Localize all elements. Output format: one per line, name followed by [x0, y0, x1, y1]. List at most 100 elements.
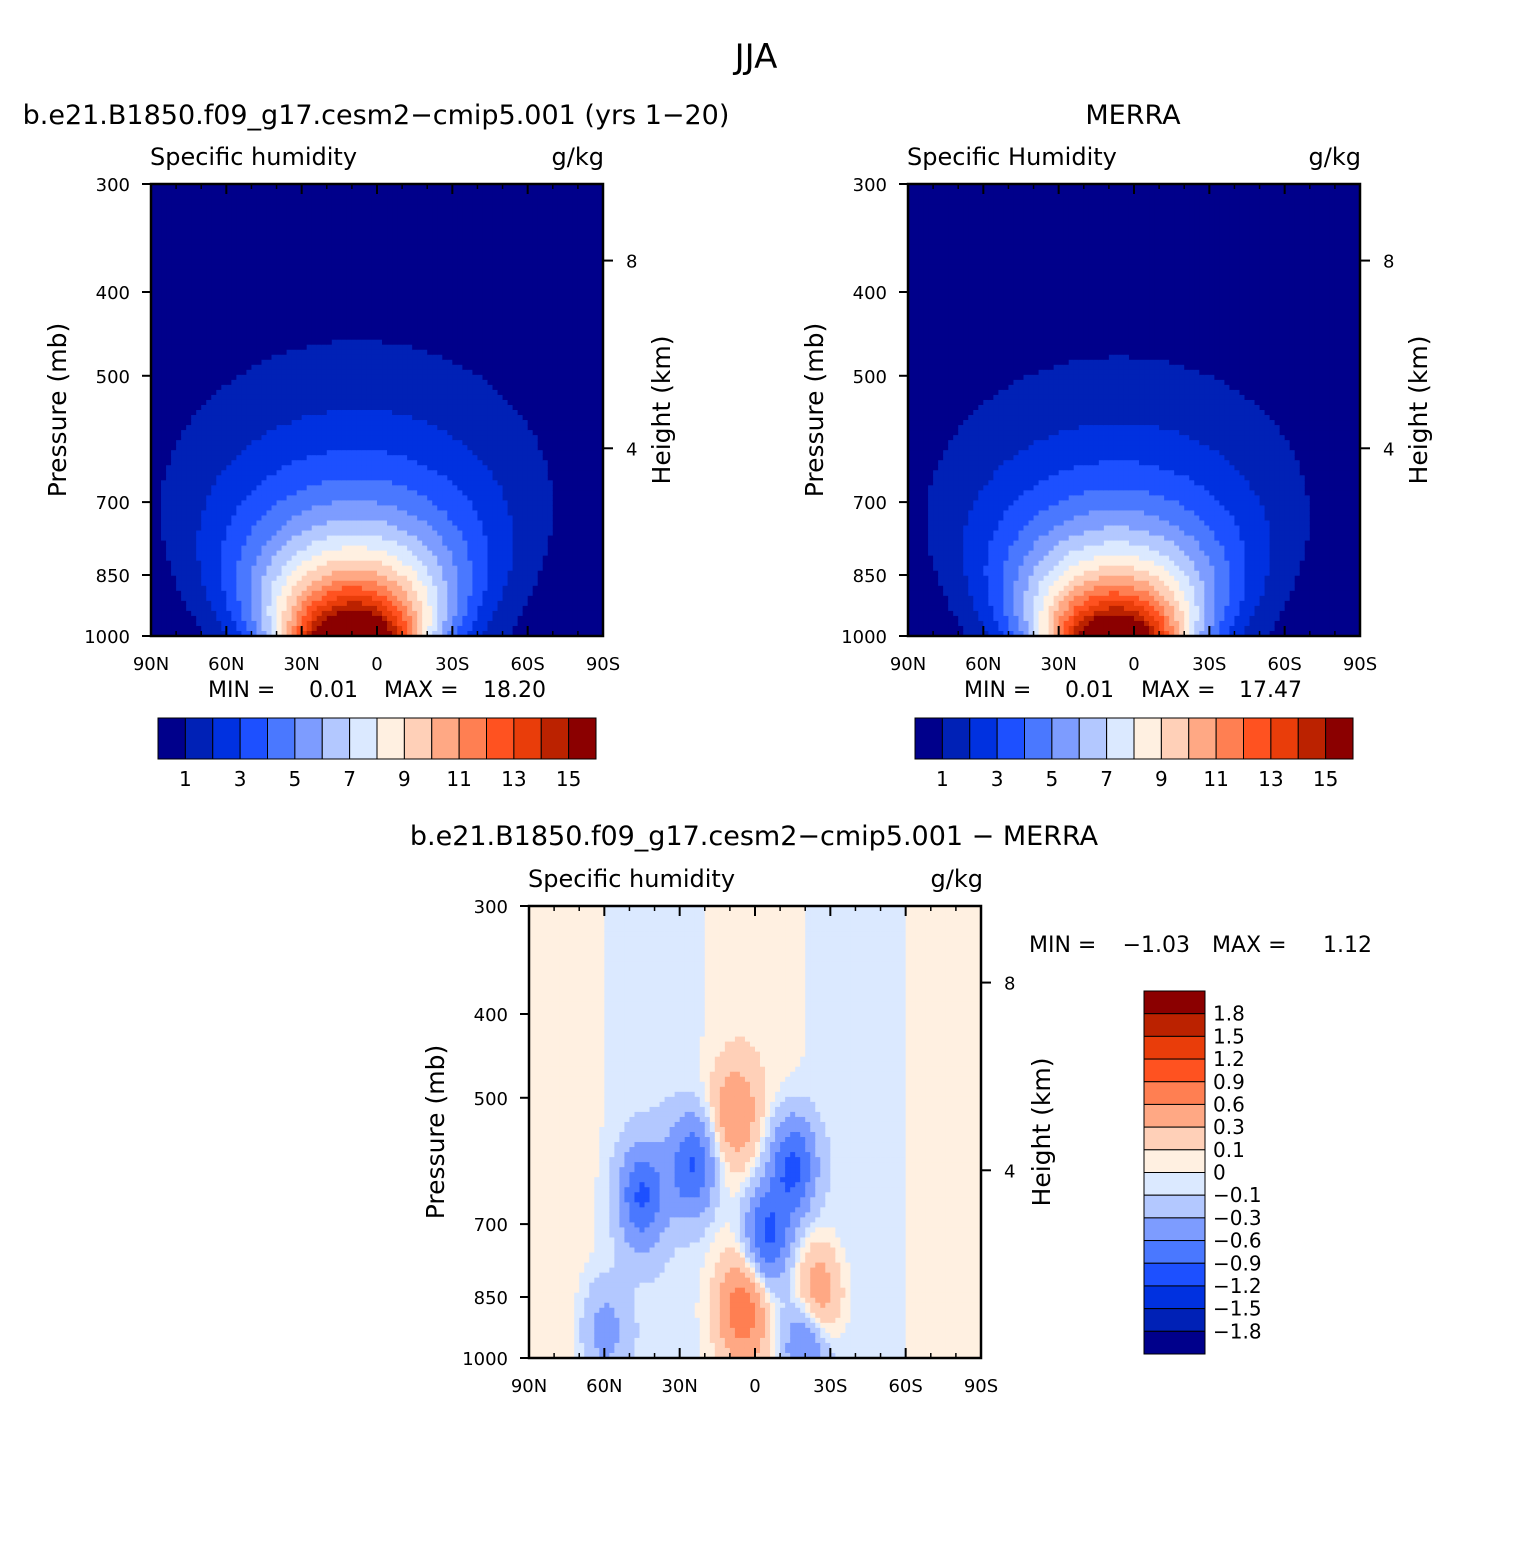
- model-cell: [282, 239, 288, 245]
- model-cell: [412, 410, 418, 416]
- model-cell: [166, 395, 172, 401]
- model-cell: [322, 526, 328, 532]
- model-cell: [161, 385, 167, 391]
- model-cell: [347, 500, 353, 506]
- model-cell: [407, 355, 413, 361]
- model-cell: [186, 350, 192, 356]
- model-cell: [332, 551, 338, 557]
- model-cell: [231, 229, 237, 235]
- model-cell: [402, 335, 408, 341]
- model-cell: [347, 350, 353, 356]
- model-cell: [287, 455, 293, 461]
- model-cell: [367, 239, 373, 245]
- model-cell: [186, 601, 192, 607]
- model-cell: [312, 485, 318, 491]
- model-cell: [362, 541, 368, 547]
- model-cell: [402, 425, 408, 431]
- model-cell: [342, 581, 348, 587]
- model-cell: [256, 335, 262, 341]
- model-cell: [231, 350, 237, 356]
- model-cell: [362, 194, 368, 200]
- model-cell: [422, 460, 428, 466]
- model-cell: [322, 224, 328, 230]
- model-cell: [357, 259, 363, 265]
- model-cell: [287, 490, 293, 496]
- model-cell: [201, 510, 207, 516]
- model-cell: [236, 410, 242, 416]
- model-cell: [387, 279, 393, 285]
- model-cell: [241, 556, 247, 562]
- model-cell: [312, 274, 318, 280]
- model-cell: [347, 485, 353, 491]
- model-cell: [211, 611, 217, 617]
- model-cell: [272, 239, 278, 245]
- model-cell: [186, 475, 192, 481]
- model-cell: [317, 219, 323, 225]
- model-cell: [231, 475, 237, 481]
- model-cell: [357, 410, 363, 416]
- model-cell: [196, 325, 202, 331]
- model-cell: [251, 370, 257, 376]
- model-cell: [221, 385, 227, 391]
- model-cell: [357, 370, 363, 376]
- model-cell: [221, 520, 227, 526]
- model-cell: [417, 355, 423, 361]
- model-cell: [297, 274, 303, 280]
- model-cell: [201, 626, 207, 632]
- model-cell: [226, 269, 232, 275]
- model-cell: [377, 520, 383, 526]
- model-cell: [206, 325, 212, 331]
- model-cell: [312, 440, 318, 446]
- model-cell: [322, 475, 328, 481]
- model-cell: [256, 330, 262, 336]
- model-cell: [347, 450, 353, 456]
- model-cell: [362, 526, 368, 532]
- model-cell: [221, 249, 227, 255]
- model-cell: [292, 315, 298, 321]
- model-cell: [392, 315, 398, 321]
- model-cell: [332, 596, 338, 602]
- model-cell: [246, 586, 252, 592]
- model-cell: [317, 395, 323, 401]
- model-cell: [287, 581, 293, 587]
- model-cell: [196, 340, 202, 346]
- model-cell: [347, 586, 353, 592]
- model-cell: [256, 455, 262, 461]
- model-cell: [312, 435, 318, 441]
- model-cell: [347, 470, 353, 476]
- model-cell: [241, 269, 247, 275]
- model-cell: [241, 229, 247, 235]
- model-cell: [251, 294, 257, 300]
- model-cell: [211, 500, 217, 506]
- model-cell: [171, 475, 177, 481]
- model-cell: [327, 345, 333, 351]
- model-cell: [246, 284, 252, 290]
- model-cell: [166, 440, 172, 446]
- model-cell: [267, 289, 273, 295]
- model-cell: [397, 264, 403, 270]
- model-cell: [392, 204, 398, 210]
- model-cell: [387, 531, 393, 537]
- model-cell: [322, 279, 328, 285]
- model-cell: [226, 435, 232, 441]
- model-cell: [261, 305, 267, 311]
- model-cell: [422, 591, 428, 597]
- model-cell: [342, 365, 348, 371]
- model-cell: [256, 571, 262, 577]
- model-cell: [392, 244, 398, 250]
- model-cell: [332, 365, 338, 371]
- model-cell: [261, 475, 267, 481]
- model-cell: [387, 616, 393, 622]
- model-cell: [282, 330, 288, 336]
- model-cell: [287, 284, 293, 290]
- model-cell: [161, 279, 167, 285]
- model-cell: [372, 566, 378, 572]
- model-cell: [337, 209, 343, 215]
- model-cell: [201, 536, 207, 542]
- model-cell: [186, 330, 192, 336]
- model-cell: [387, 224, 393, 230]
- model-cell: [196, 445, 202, 451]
- model-cell: [191, 350, 197, 356]
- model-cell: [216, 475, 222, 481]
- model-cell: [292, 405, 298, 411]
